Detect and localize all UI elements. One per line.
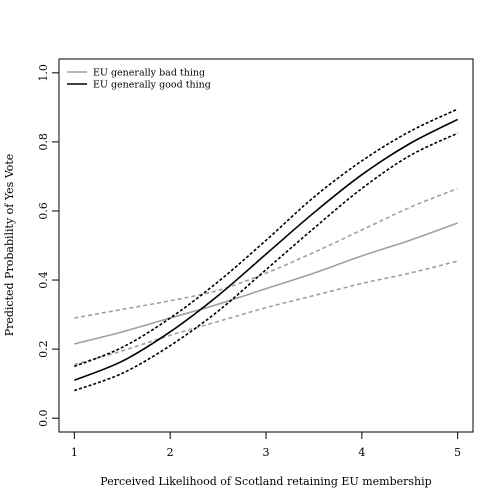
y-tick-label: 0.8 xyxy=(37,133,50,151)
y-tick-label: 0.0 xyxy=(37,409,50,427)
y-tick-label: 0.4 xyxy=(37,271,50,289)
x-axis: 1 2 3 4 5 xyxy=(71,432,461,459)
y-tick-label: 0.2 xyxy=(37,340,50,358)
series-layer xyxy=(74,108,459,392)
plot-frame xyxy=(58,58,474,433)
x-tick-label: 5 xyxy=(454,446,461,459)
legend-label-bad: EU generally bad thing xyxy=(93,68,205,79)
series-bad-line xyxy=(74,222,458,345)
series-bad-ci-upper xyxy=(74,187,458,319)
x-axis-title: Perceived Likelihood of Scotland retaini… xyxy=(100,475,431,488)
legend-label-good: EU generally good thing xyxy=(93,80,211,91)
x-tick-label: 4 xyxy=(358,446,365,459)
x-tick-label: 2 xyxy=(167,446,174,459)
x-tick-label: 3 xyxy=(263,446,270,459)
series-good-ci-upper xyxy=(74,108,459,368)
series-bad-ci-lower xyxy=(74,260,458,366)
series-good-line xyxy=(74,118,459,381)
series-good-ci-lower xyxy=(74,132,459,392)
y-axis-title: Predicted Probability of Yes Vote xyxy=(3,154,16,337)
y-tick-label: 0.6 xyxy=(37,202,50,220)
y-axis: 0.0 0.2 0.4 0.6 0.8 1.0 xyxy=(37,64,59,427)
y-tick-label: 1.0 xyxy=(37,64,50,82)
x-tick-label: 1 xyxy=(71,446,78,459)
